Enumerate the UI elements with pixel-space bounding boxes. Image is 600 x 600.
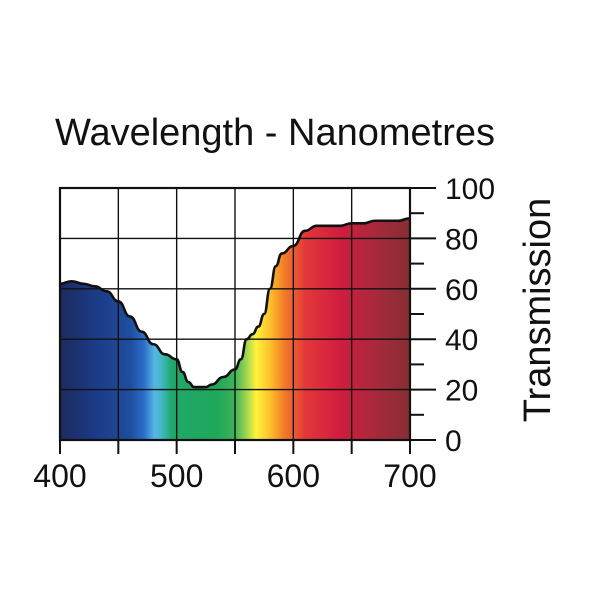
chart-title: Wavelength - Nanometres (55, 112, 495, 154)
y-tick-label: 100 (445, 173, 495, 206)
x-tick-label: 700 (383, 458, 436, 494)
curve-layer (59, 216, 411, 389)
x-tick-label: 400 (33, 458, 86, 494)
y-tick-label: 20 (445, 375, 478, 408)
transmission-line (59, 216, 411, 389)
y-tick-label: 80 (445, 223, 478, 256)
y-tick-label: 0 (445, 425, 462, 458)
grid-layer (60, 188, 410, 440)
y-tick-label: 60 (445, 274, 478, 307)
plot-fill-layer (60, 218, 410, 440)
x-tick-label: 500 (150, 458, 203, 494)
y-tick-label: 40 (445, 324, 478, 357)
transmission-area (60, 218, 410, 440)
x-tick-label: 600 (267, 458, 320, 494)
y-axis-label: Transmission (517, 198, 559, 423)
tick-label-layer: 400 500 600 700 0 20 40 60 80 100 (33, 173, 495, 494)
axes-layer (58, 186, 436, 454)
